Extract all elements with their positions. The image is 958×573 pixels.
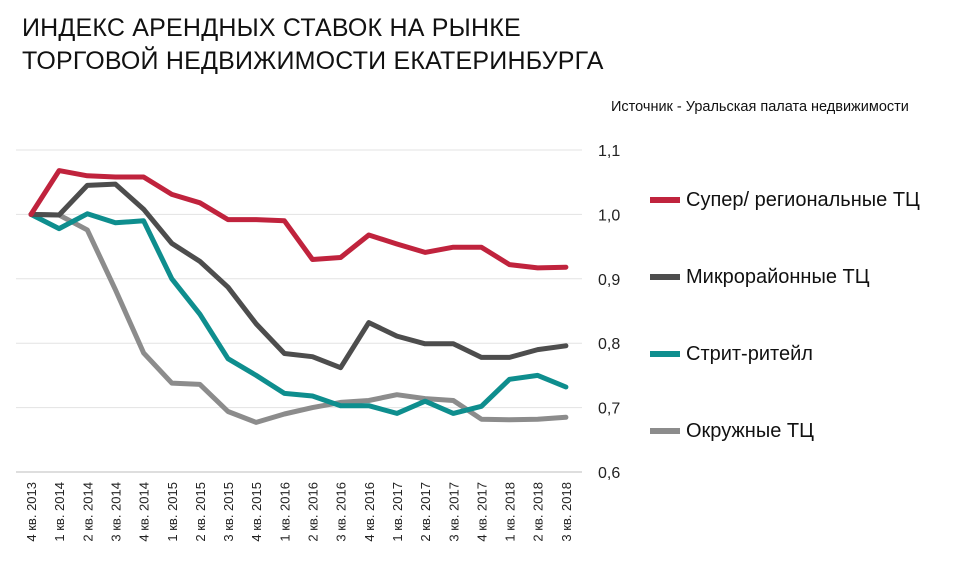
- y-tick-label: 1,1: [598, 143, 620, 160]
- y-tick-label: 0,6: [598, 465, 620, 482]
- x-tick-label: 2 кв. 2018: [531, 482, 546, 542]
- y-tick-label: 0,8: [598, 336, 620, 353]
- title-line-1: ИНДЕКС АРЕНДНЫХ СТАВОК НА РЫНКЕ: [22, 14, 521, 42]
- x-tick-label: 2 кв. 2015: [193, 482, 208, 542]
- chart-title: ИНДЕКС АРЕНДНЫХ СТАВОК НА РЫНКЕ ТОРГОВОЙ…: [22, 12, 604, 78]
- x-tick-label: 2 кв. 2017: [418, 482, 433, 542]
- title-line-2: ТОРГОВОЙ НЕДВИЖИМОСТИ ЕКАТЕРИНБУРГА: [22, 47, 604, 75]
- y-tick-label: 0,9: [598, 272, 620, 289]
- series-line-1: [28, 168, 569, 271]
- y-tick-label: 1,0: [598, 207, 620, 224]
- x-tick-label: 3 кв. 2017: [446, 482, 461, 542]
- legend-label: Супер/ региональные ТЦ: [686, 188, 920, 211]
- x-tick-label: 4 кв. 2016: [362, 482, 377, 542]
- legend-label: Стрит-ритейл: [686, 342, 813, 365]
- x-tick-label: 4 кв. 2013: [24, 482, 39, 542]
- legend-swatch: [650, 197, 680, 203]
- x-tick-label: 1 кв. 2015: [165, 482, 180, 542]
- legend-swatch: [650, 274, 680, 280]
- legend-swatch: [650, 428, 680, 434]
- x-tick-label: 1 кв. 2016: [277, 482, 292, 542]
- series-line-4: [28, 211, 569, 425]
- legend-item: Микрорайонные ТЦ: [650, 253, 870, 301]
- legend-label: Микрорайонные ТЦ: [686, 265, 870, 288]
- x-tick-label: 2 кв. 2016: [306, 482, 321, 542]
- series-line-2: [28, 181, 569, 371]
- x-tick-label: 3 кв. 2014: [108, 482, 123, 542]
- x-tick-label: 4 кв. 2017: [474, 482, 489, 542]
- x-tick-label: 3 кв. 2016: [334, 482, 349, 542]
- x-tick-label: 2 кв. 2014: [80, 482, 95, 542]
- x-tick-label: 1 кв. 2014: [52, 482, 67, 542]
- x-tick-label: 3 кв. 2015: [221, 482, 236, 542]
- legend-item: Стрит-ритейл: [650, 330, 813, 378]
- legend-item: Супер/ региональные ТЦ: [650, 176, 920, 224]
- series-line-3: [28, 211, 569, 416]
- legend-label: Окружные ТЦ: [686, 419, 814, 442]
- x-tick-label: 1 кв. 2018: [503, 482, 518, 542]
- x-tick-label: 4 кв. 2015: [249, 482, 264, 542]
- x-tick-label: 1 кв. 2017: [390, 482, 405, 542]
- legend-swatch: [650, 351, 680, 357]
- x-tick-label: 3 кв. 2018: [559, 482, 574, 542]
- legend-item: Окружные ТЦ: [650, 407, 814, 455]
- y-tick-label: 0,7: [598, 401, 620, 418]
- x-tick-label: 4 кв. 2014: [137, 482, 152, 542]
- source-note: Источник - Уральская палата недвижимости: [611, 99, 909, 115]
